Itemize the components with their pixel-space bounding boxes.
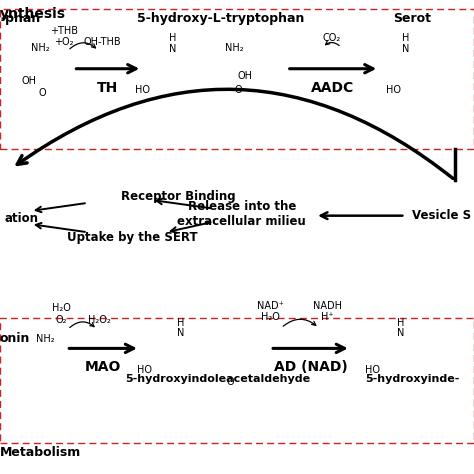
Text: H₂O
O₂: H₂O O₂ — [52, 303, 71, 325]
Text: H
N: H N — [397, 318, 404, 338]
Text: 5-hydroxy-L-tryptophan: 5-hydroxy-L-tryptophan — [137, 12, 305, 25]
Text: Release into the
extracellular milieu: Release into the extracellular milieu — [177, 200, 306, 228]
Text: HO: HO — [137, 365, 153, 375]
Text: MAO: MAO — [85, 360, 121, 374]
Text: H
N: H N — [169, 33, 177, 54]
Text: NH₂: NH₂ — [36, 334, 54, 344]
Text: Receptor Binding: Receptor Binding — [121, 190, 236, 203]
Text: AD (NAD): AD (NAD) — [273, 360, 347, 374]
Text: 5-hydroxyindoleacetaldehyde: 5-hydroxyindoleacetaldehyde — [126, 374, 311, 384]
Text: CO₂: CO₂ — [323, 33, 341, 43]
Text: OH-THB: OH-THB — [83, 37, 121, 47]
Text: NAD⁺
H₂O: NAD⁺ H₂O — [257, 301, 283, 322]
Text: O: O — [235, 85, 242, 95]
Text: ation: ation — [5, 211, 39, 225]
Text: OH: OH — [21, 76, 36, 86]
Text: TH: TH — [97, 81, 118, 95]
Text: Metabolism: Metabolism — [0, 446, 81, 458]
Text: NH₂: NH₂ — [31, 43, 49, 53]
Text: HO: HO — [386, 85, 401, 95]
Text: ynthesis: ynthesis — [0, 7, 66, 21]
Text: 5-hydroxyinde-: 5-hydroxyinde- — [365, 374, 459, 384]
Text: H₂O₂: H₂O₂ — [88, 315, 111, 325]
Text: NH₂: NH₂ — [225, 43, 244, 53]
Text: O: O — [227, 377, 234, 387]
Text: HO: HO — [365, 365, 380, 375]
Text: OH: OH — [237, 71, 252, 81]
Text: Uptake by the SERT: Uptake by the SERT — [67, 230, 198, 244]
Bar — [0, 9, 474, 149]
Text: O: O — [39, 88, 46, 98]
Text: H
N: H N — [177, 318, 185, 338]
Text: +THB
+O₂: +THB +O₂ — [50, 26, 78, 47]
Text: NADH
H⁺: NADH H⁺ — [312, 301, 342, 322]
Text: -phan: -phan — [0, 12, 40, 25]
Bar — [0, 318, 474, 443]
Text: Serot: Serot — [393, 12, 431, 25]
Text: Vesicle S: Vesicle S — [412, 209, 472, 222]
Text: onin: onin — [0, 332, 30, 345]
Text: AADC: AADC — [311, 81, 355, 95]
Text: H
N: H N — [401, 33, 409, 54]
Text: HO: HO — [135, 85, 150, 95]
